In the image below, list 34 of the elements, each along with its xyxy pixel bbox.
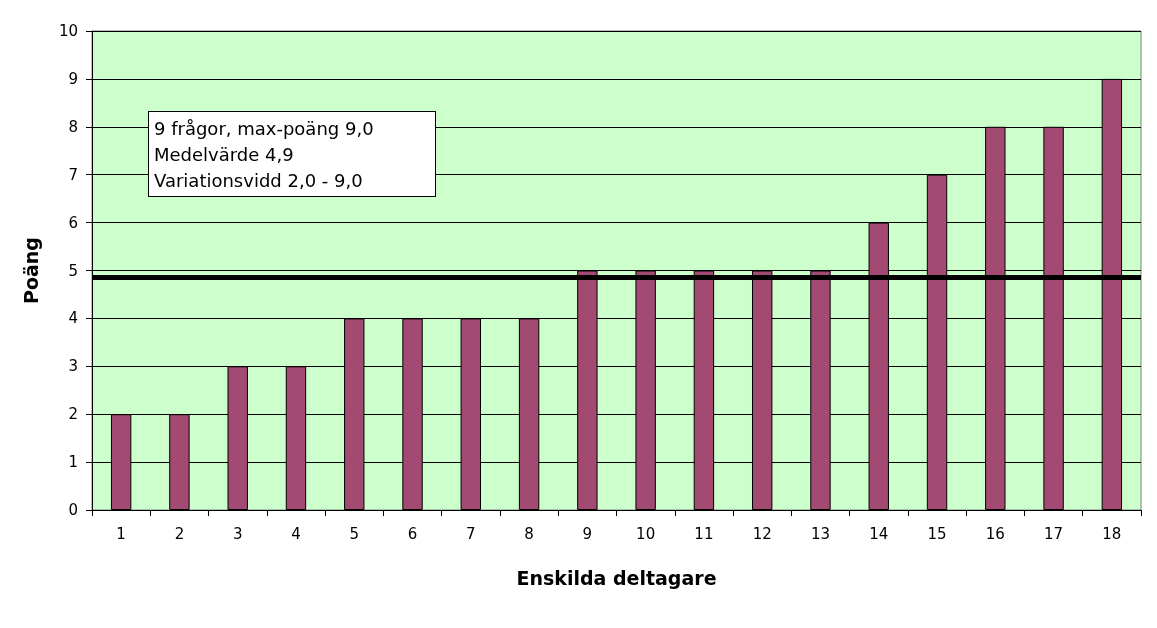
- x-tick-label: 18: [1102, 524, 1122, 543]
- y-tick-label: 7: [68, 165, 78, 184]
- y-tick-label: 5: [68, 261, 78, 280]
- x-tick-label: 11: [694, 524, 714, 543]
- y-axis-title: Poäng: [19, 237, 42, 304]
- x-axis-title: Enskilda deltagare: [516, 566, 717, 589]
- annotation: Variationsvidd 2,0 - 9,0: [154, 169, 364, 193]
- y-tick-label: 1: [68, 453, 78, 472]
- x-tick-label: 4: [291, 524, 301, 543]
- y-tick-label: 3: [68, 357, 78, 376]
- x-tick-label: 15: [927, 524, 947, 543]
- x-tick-label: 1: [116, 524, 126, 543]
- y-tick-label: 4: [68, 309, 78, 328]
- x-tick-label: 14: [869, 524, 889, 543]
- x-tick-label: 12: [752, 524, 772, 543]
- x-tick-label: 6: [407, 524, 418, 543]
- y-tick-label: 10: [58, 22, 78, 40]
- x-tick-label: 17: [1044, 524, 1064, 543]
- x-tick-label: 7: [466, 524, 476, 543]
- x-tick-label: 16: [985, 524, 1005, 543]
- annotation: Medelvärde 4,9: [154, 143, 295, 167]
- x-tick-label: 5: [349, 524, 360, 543]
- x-tick-label: 2: [174, 524, 185, 543]
- x-tick-label: 8: [524, 524, 534, 543]
- y-tick-label: 8: [68, 117, 78, 136]
- y-tick-label: 0: [68, 501, 78, 519]
- y-tick-label: 9: [68, 69, 78, 88]
- annotation: 9 frågor, max-poäng 9,0: [154, 117, 374, 141]
- x-tick-label: 10: [636, 524, 656, 543]
- x-tick-label: 3: [232, 524, 243, 543]
- x-tick-label: 13: [810, 524, 831, 543]
- y-tick-label: 6: [68, 213, 78, 232]
- y-tick-label: 2: [68, 405, 78, 424]
- x-tick-label: 9: [582, 524, 593, 543]
